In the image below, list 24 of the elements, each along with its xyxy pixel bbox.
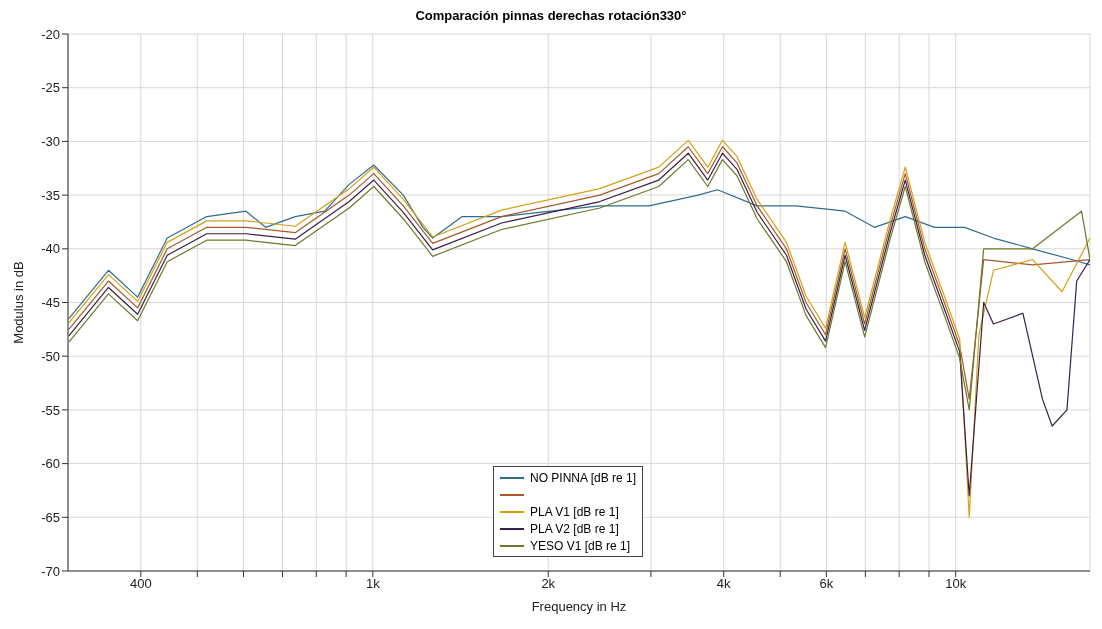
y-tick-label: -45 <box>41 295 60 311</box>
legend-label: PLA V1 [dB re 1] <box>530 504 619 519</box>
y-tick-label: -60 <box>41 456 60 472</box>
x-axis-title: Frequency in Hz <box>531 599 627 614</box>
y-tick-label: -25 <box>41 80 60 96</box>
x-tick-label: 10k <box>945 576 967 592</box>
x-tick-label: 4k <box>716 576 732 592</box>
y-tick-label: -65 <box>41 509 60 525</box>
y-tick-label: -70 <box>41 563 60 579</box>
y-axis-title: Modulus in dB <box>10 261 26 344</box>
y-tick-label: -55 <box>41 402 60 418</box>
y-tick-label: -30 <box>41 134 60 150</box>
x-tick-label: 1k <box>365 576 381 592</box>
x-tick-label: 2k <box>541 576 556 592</box>
y-tick-label: -40 <box>41 241 60 257</box>
chart-title: Comparación pinnas derechas rotación330° <box>414 8 688 24</box>
y-tick-label: -50 <box>41 348 60 364</box>
legend-label: NO PINNA [dB re 1] <box>530 470 637 485</box>
y-tick-label: -35 <box>41 187 60 203</box>
legend-label: PLA V2 [dB re 1] <box>530 521 619 536</box>
y-tick-label: -20 <box>41 26 60 42</box>
x-tick-label: 6k <box>819 576 834 592</box>
legend-label: YESO V1 [dB re 1] <box>530 538 631 553</box>
x-tick-label: 400 <box>129 576 152 592</box>
